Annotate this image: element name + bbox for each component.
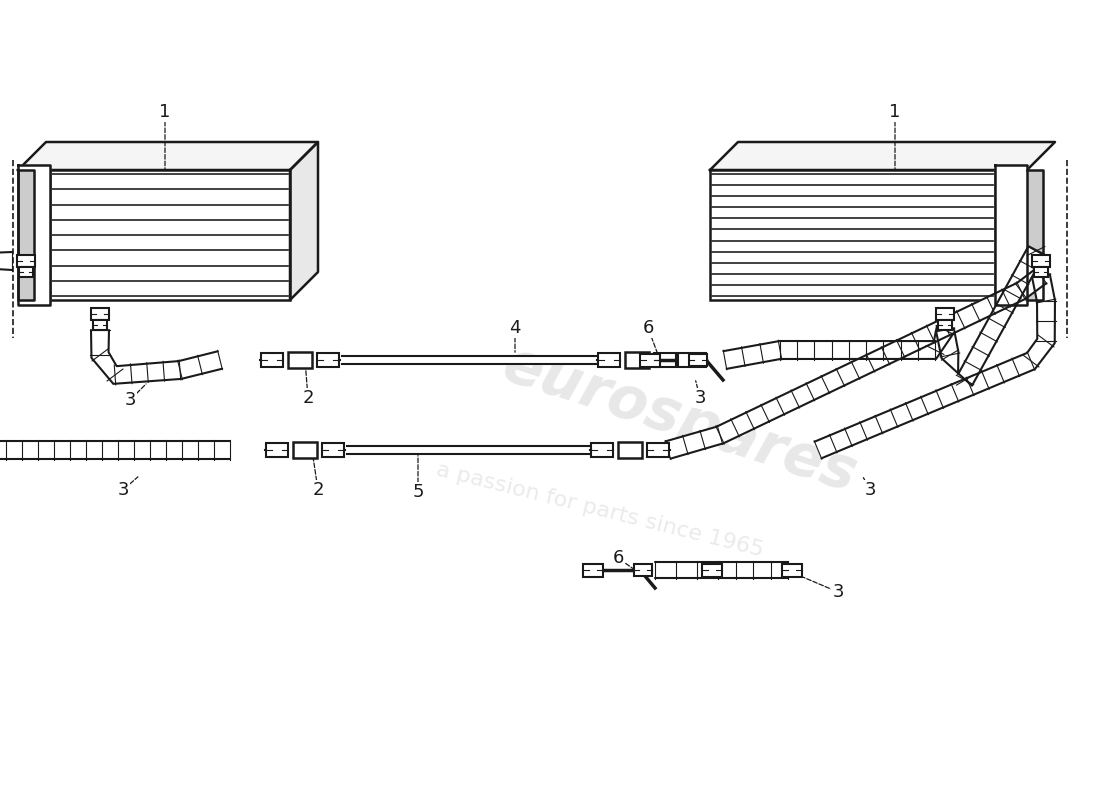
Polygon shape — [710, 142, 1055, 170]
Bar — [689, 354, 707, 366]
Polygon shape — [342, 356, 605, 364]
Polygon shape — [724, 326, 953, 369]
Text: eurospares: eurospares — [496, 336, 865, 504]
Text: 6: 6 — [613, 549, 624, 567]
Bar — [647, 443, 669, 457]
Bar — [266, 443, 288, 457]
Text: 3: 3 — [865, 481, 876, 499]
Bar — [598, 353, 620, 367]
Text: a passion for parts since 1965: a passion for parts since 1965 — [434, 459, 766, 561]
Bar — [583, 563, 603, 577]
Bar — [702, 563, 722, 577]
Polygon shape — [18, 142, 318, 170]
Polygon shape — [0, 252, 230, 461]
Polygon shape — [91, 330, 222, 384]
Polygon shape — [996, 165, 1027, 305]
Text: 4: 4 — [509, 319, 520, 337]
Text: 3: 3 — [118, 481, 129, 499]
Polygon shape — [346, 446, 597, 454]
Text: 3: 3 — [694, 389, 706, 407]
Bar — [91, 308, 109, 320]
Text: 3: 3 — [124, 391, 135, 409]
Polygon shape — [654, 562, 788, 578]
Text: 5: 5 — [412, 483, 424, 501]
Text: 1: 1 — [160, 103, 170, 121]
Bar — [938, 320, 952, 330]
Bar — [936, 308, 954, 320]
Text: 1: 1 — [889, 103, 901, 121]
Bar — [288, 352, 312, 368]
Bar — [261, 353, 283, 367]
Bar — [591, 443, 613, 457]
Bar — [625, 352, 649, 368]
Bar — [640, 354, 660, 366]
Text: 2: 2 — [312, 481, 323, 499]
Bar — [1032, 255, 1050, 267]
Polygon shape — [814, 274, 1055, 458]
Bar — [19, 267, 33, 277]
Polygon shape — [18, 165, 50, 305]
Bar — [634, 564, 652, 576]
Bar — [293, 442, 317, 458]
Polygon shape — [1027, 170, 1043, 300]
Polygon shape — [18, 170, 34, 300]
Polygon shape — [936, 246, 1049, 386]
Bar — [782, 563, 802, 577]
Bar — [317, 353, 339, 367]
Bar — [710, 170, 996, 300]
Text: 3: 3 — [833, 583, 844, 601]
Bar — [50, 170, 290, 300]
Text: 6: 6 — [642, 319, 653, 337]
Bar — [94, 320, 107, 330]
Bar — [1034, 267, 1048, 277]
Bar — [322, 443, 344, 457]
Polygon shape — [666, 269, 1046, 458]
Bar — [16, 255, 35, 267]
Text: 2: 2 — [302, 389, 313, 407]
Polygon shape — [290, 142, 318, 300]
Bar — [654, 353, 676, 367]
Bar — [678, 353, 706, 367]
Bar — [618, 442, 642, 458]
